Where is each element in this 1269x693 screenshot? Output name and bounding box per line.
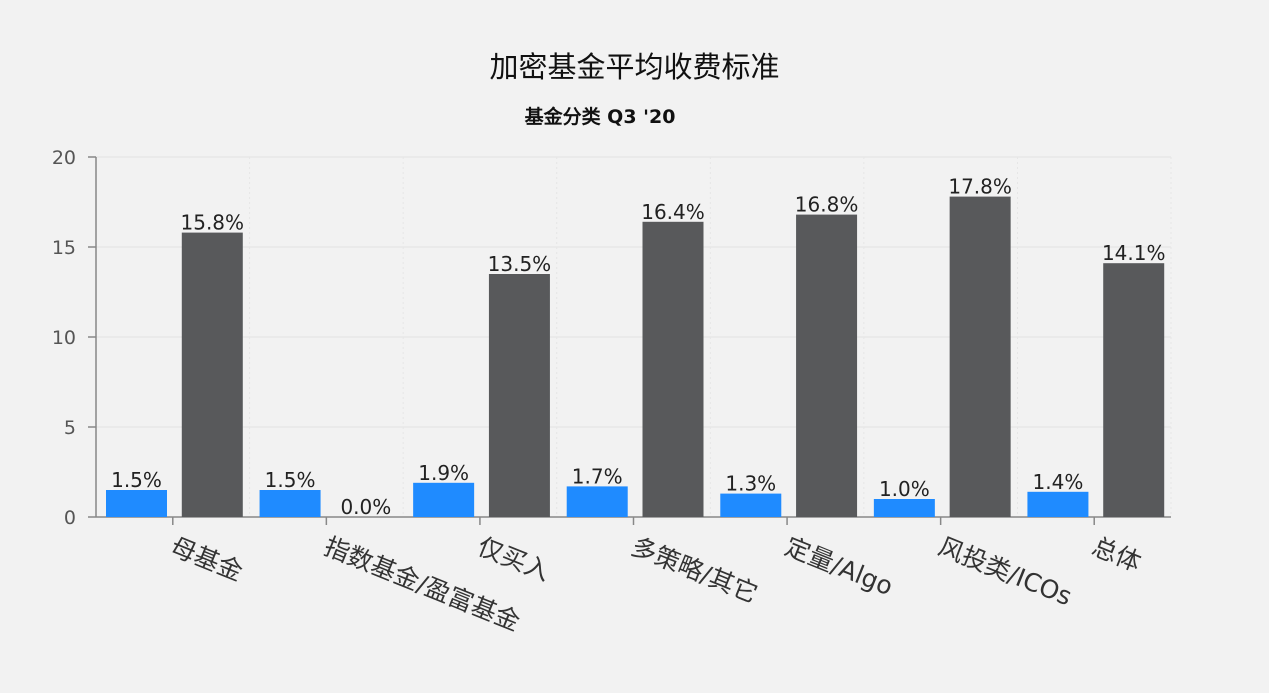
value-label: 1.3% xyxy=(725,472,776,496)
bar xyxy=(181,232,243,517)
y-tick-label: 0 xyxy=(64,507,76,529)
bars xyxy=(106,196,1165,518)
category-label: 多策略/其它 xyxy=(627,532,762,609)
value-label: 1.0% xyxy=(879,477,930,501)
value-label: 17.8% xyxy=(948,175,1012,199)
bar xyxy=(1027,491,1089,517)
value-label: 13.5% xyxy=(488,252,552,276)
bar xyxy=(413,482,475,517)
value-label: 15.8% xyxy=(181,211,245,235)
bar xyxy=(720,493,782,517)
value-label: 16.8% xyxy=(795,193,859,217)
bar xyxy=(488,274,550,517)
bar xyxy=(642,221,704,518)
value-label: 14.1% xyxy=(1102,241,1166,265)
bar xyxy=(1103,263,1165,517)
bar xyxy=(259,490,321,517)
category-label: 风投类/ICOs xyxy=(934,532,1076,612)
category-label: 定量/Algo xyxy=(781,532,897,601)
bar xyxy=(873,499,935,517)
value-label: 0.0% xyxy=(340,495,391,519)
bar xyxy=(796,214,858,517)
chart-title: 加密基金平均收费标准 xyxy=(489,50,780,84)
y-axis-ticks: 0 5 10 15 20 xyxy=(52,147,76,529)
chart-subtitle: 基金分类 Q3 '20 xyxy=(524,106,676,128)
y-tick-label: 15 xyxy=(52,237,76,259)
value-label: 1.9% xyxy=(418,461,469,485)
value-labels: 1.5% 15.8% 1.5% 0.0% 1.9% 13.5% 1.7% 16.4% 1.3% 1… xyxy=(111,175,1165,519)
y-tick-label: 5 xyxy=(64,417,76,439)
y-tick-label: 20 xyxy=(52,147,76,169)
value-label: 16.4% xyxy=(641,200,705,224)
value-label: 1.5% xyxy=(111,468,162,492)
category-label: 总体 xyxy=(1088,532,1145,578)
bar xyxy=(949,196,1011,517)
category-label: 母基金 xyxy=(167,532,247,587)
category-label: 仅买入 xyxy=(474,532,554,587)
value-label: 1.5% xyxy=(265,468,316,492)
value-label: 1.7% xyxy=(572,464,623,488)
y-tick-label: 10 xyxy=(52,327,76,349)
bar xyxy=(566,486,628,517)
bar xyxy=(106,490,167,517)
value-label: 1.4% xyxy=(1033,470,1084,494)
